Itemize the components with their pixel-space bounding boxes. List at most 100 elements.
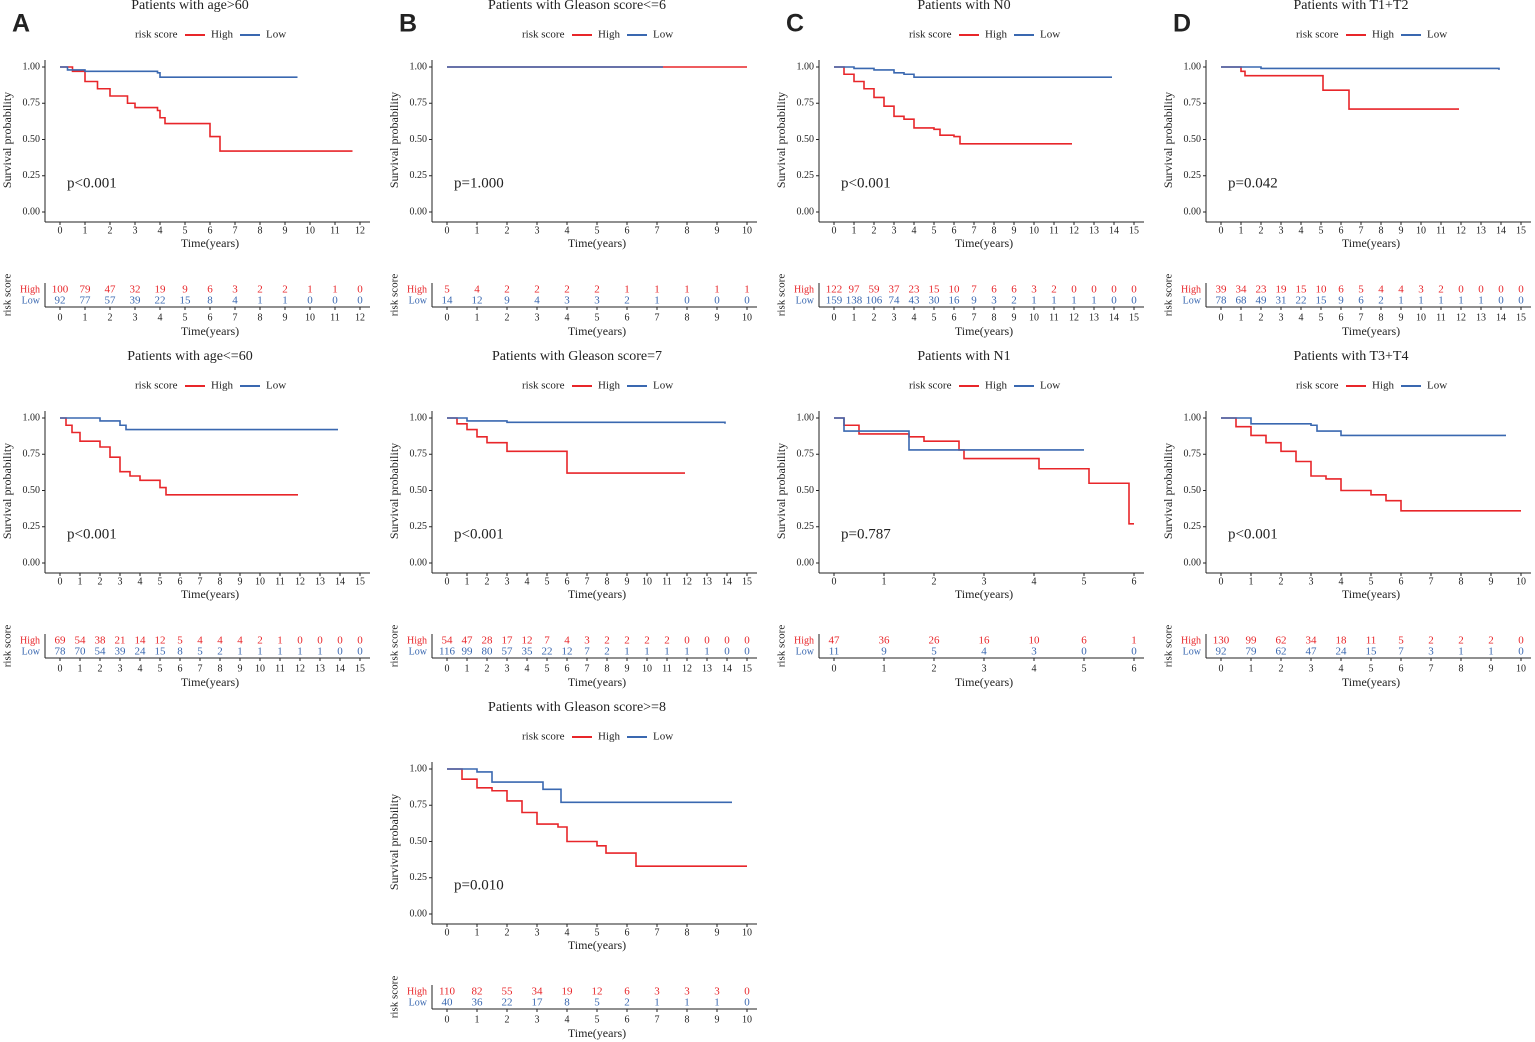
x-tick-label: 2: [98, 576, 103, 587]
x-tick-label: 4: [525, 576, 530, 587]
x-tick-label: 11: [330, 225, 340, 236]
at-risk-count: 99: [462, 646, 474, 658]
at-risk-count: 159: [826, 295, 843, 307]
x-tick-label: 7: [655, 927, 660, 938]
table-x-tick-label: 7: [198, 663, 203, 674]
table-x-tick-label: 3: [982, 663, 987, 674]
at-risk-count: 1: [1458, 295, 1464, 307]
at-risk-count: 1: [317, 646, 323, 658]
x-tick-label: 11: [662, 576, 672, 587]
y-tick-label: 0.25: [797, 521, 815, 532]
table-x-tick-label: 2: [1259, 312, 1264, 323]
x-tick-label: 5: [1369, 576, 1374, 587]
y-tick-label: 0.75: [1184, 98, 1202, 109]
at-risk-count: 2: [664, 635, 670, 647]
legend-label: Low: [1427, 29, 1447, 41]
x-tick-label: 5: [1319, 225, 1324, 236]
at-risk-count: 37: [889, 284, 901, 296]
x-tick-label: 15: [1129, 225, 1139, 236]
survival-curve: [834, 66, 1112, 78]
at-risk-count: 68: [1236, 295, 1248, 307]
at-risk-count: 15: [929, 284, 941, 296]
x-tick-label: 7: [198, 576, 203, 587]
x-tick-label: 3: [892, 225, 897, 236]
at-risk-count: 49: [1256, 295, 1268, 307]
survival-curve: [447, 417, 726, 424]
y-tick-label: 0.50: [797, 134, 815, 145]
at-risk-count: 1: [714, 997, 720, 1009]
x-tick-label: 8: [1459, 576, 1464, 587]
at-risk-count: 3: [1418, 284, 1424, 296]
x-tick-label: 14: [1496, 225, 1506, 236]
legend-title: risk score: [135, 29, 178, 41]
x-tick-label: 8: [685, 225, 690, 236]
x-tick-label: 1: [1249, 576, 1254, 587]
x-tick-label: 0: [445, 927, 450, 938]
table-x-tick-label: 9: [1012, 312, 1017, 323]
table-row-label: High: [407, 635, 427, 646]
at-risk-count: 70: [75, 646, 87, 658]
legend-label: Low: [266, 29, 286, 41]
survival-curve: [1221, 417, 1521, 512]
at-risk-count: 4: [981, 646, 987, 658]
at-risk-count: 1: [1438, 295, 1444, 307]
at-risk-count: 78: [55, 646, 67, 658]
table-x-tick-label: 0: [58, 312, 63, 323]
legend-title: risk score: [909, 380, 952, 392]
table-y-label: risk score: [2, 625, 14, 668]
at-risk-count: 4: [232, 295, 238, 307]
at-risk-count: 0: [1131, 284, 1137, 296]
at-risk-count: 0: [684, 295, 690, 307]
table-x-tick-label: 12: [1456, 312, 1466, 323]
at-risk-count: 116: [439, 646, 456, 658]
at-risk-count: 0: [714, 295, 720, 307]
at-risk-count: 40: [442, 997, 454, 1009]
at-risk-count: 130: [1213, 635, 1230, 647]
table-x-tick-label: 4: [1032, 663, 1037, 674]
at-risk-count: 5: [1398, 635, 1404, 647]
at-risk-count: 5: [177, 635, 183, 647]
table-x-axis-label: Time(years): [568, 1026, 626, 1040]
at-risk-count: 1: [664, 646, 670, 658]
x-tick-label: 10: [305, 225, 315, 236]
table-x-tick-label: 3: [1309, 663, 1314, 674]
x-tick-label: 1: [78, 576, 83, 587]
legend-label: Low: [1040, 380, 1060, 392]
y-tick-label: 0.50: [410, 134, 428, 145]
at-risk-count: 10: [949, 284, 961, 296]
at-risk-count: 5: [931, 646, 937, 658]
at-risk-count: 3: [714, 986, 720, 998]
table-x-tick-label: 2: [108, 312, 113, 323]
x-tick-label: 2: [108, 225, 113, 236]
table-x-tick-label: 6: [565, 663, 570, 674]
at-risk-count: 16: [949, 295, 961, 307]
at-risk-count: 18: [1336, 635, 1348, 647]
y-tick-label: 0.25: [410, 521, 428, 532]
at-risk-count: 47: [829, 635, 841, 647]
legend-label: High: [211, 29, 234, 41]
chart-title: Patients with Gleason score<=6: [488, 0, 666, 13]
x-tick-label: 3: [982, 576, 987, 587]
at-risk-count: 3: [1031, 284, 1037, 296]
table-x-tick-label: 6: [1399, 663, 1404, 674]
at-risk-count: 77: [80, 295, 92, 307]
table-x-tick-label: 5: [183, 312, 188, 323]
legend-title: risk score: [1296, 380, 1339, 392]
at-risk-count: 39: [1216, 284, 1228, 296]
at-risk-count: 3: [232, 284, 238, 296]
table-y-label: risk score: [776, 274, 788, 317]
table-x-tick-label: 1: [882, 663, 887, 674]
y-tick-label: 0.50: [23, 134, 41, 145]
table-x-tick-label: 10: [305, 312, 315, 323]
table-x-tick-label: 6: [178, 663, 183, 674]
x-tick-label: 13: [1089, 225, 1099, 236]
at-risk-count: 1: [332, 284, 338, 296]
table-x-tick-label: 6: [625, 1014, 630, 1025]
at-risk-count: 10: [1029, 635, 1041, 647]
y-tick-label: 0.75: [410, 449, 428, 460]
y-tick-label: 0.00: [410, 557, 428, 568]
at-risk-count: 12: [522, 635, 533, 647]
at-risk-count: 0: [744, 635, 750, 647]
table-x-tick-label: 7: [655, 1014, 660, 1025]
at-risk-count: 6: [207, 284, 213, 296]
